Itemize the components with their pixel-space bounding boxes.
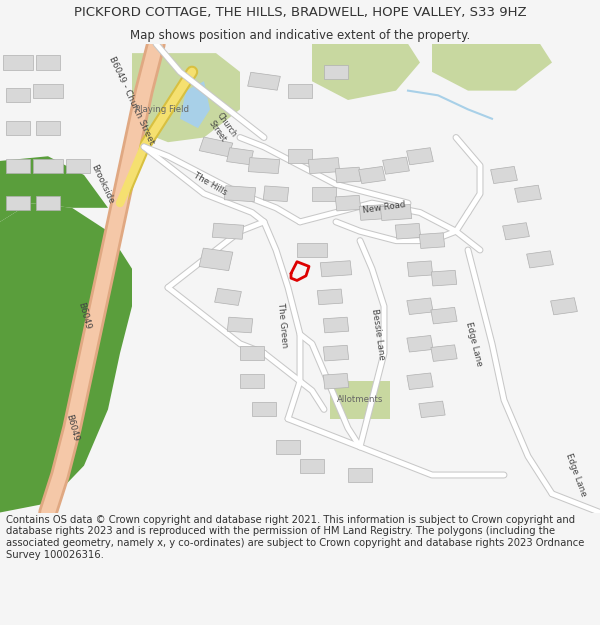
Polygon shape xyxy=(432,44,552,91)
Bar xyxy=(431,308,457,324)
Bar xyxy=(515,185,541,202)
Text: Allotments: Allotments xyxy=(337,396,383,404)
Bar xyxy=(431,270,457,286)
Text: Church
Street: Church Street xyxy=(206,111,238,145)
Bar xyxy=(407,336,433,352)
Bar xyxy=(36,121,60,135)
Bar xyxy=(407,298,433,314)
Bar xyxy=(407,148,433,165)
Text: Playing Field: Playing Field xyxy=(135,105,189,114)
Bar xyxy=(288,149,312,163)
Bar xyxy=(252,402,276,416)
Bar xyxy=(320,261,352,277)
Bar xyxy=(227,317,253,333)
Bar xyxy=(248,158,280,174)
Bar xyxy=(419,401,445,418)
Text: Edge Lane: Edge Lane xyxy=(464,321,484,367)
Text: Contains OS data © Crown copyright and database right 2021. This information is : Contains OS data © Crown copyright and d… xyxy=(6,515,584,559)
Bar xyxy=(288,84,312,98)
Bar xyxy=(324,65,348,79)
Bar xyxy=(297,243,327,257)
Bar xyxy=(527,251,553,268)
Bar xyxy=(308,158,340,174)
Polygon shape xyxy=(132,53,240,142)
Bar xyxy=(407,261,433,277)
Bar xyxy=(3,56,33,69)
Bar xyxy=(395,223,421,239)
Bar xyxy=(380,204,412,221)
Bar xyxy=(491,166,517,184)
Bar xyxy=(323,345,349,361)
Bar xyxy=(359,204,385,221)
Bar xyxy=(323,317,349,333)
Bar xyxy=(383,157,409,174)
Bar xyxy=(276,440,300,454)
Bar xyxy=(240,346,264,360)
Polygon shape xyxy=(180,81,210,128)
Bar xyxy=(348,468,372,482)
Bar xyxy=(419,232,445,249)
Text: Map shows position and indicative extent of the property.: Map shows position and indicative extent… xyxy=(130,29,470,42)
Text: B6049: B6049 xyxy=(64,414,80,442)
Bar xyxy=(227,148,253,165)
Bar xyxy=(199,137,233,157)
Bar xyxy=(36,196,60,210)
Bar xyxy=(300,459,324,472)
Bar xyxy=(66,159,90,172)
Text: New Road: New Road xyxy=(362,201,406,215)
Bar xyxy=(323,373,349,389)
Polygon shape xyxy=(0,203,132,512)
Bar xyxy=(551,298,577,315)
Bar xyxy=(36,56,60,69)
Bar xyxy=(335,167,361,183)
Bar xyxy=(335,195,361,211)
Bar xyxy=(407,373,433,389)
Bar xyxy=(215,288,241,306)
Text: The Green: The Green xyxy=(275,302,289,348)
Bar xyxy=(312,187,336,201)
Text: B6049 - Church Street: B6049 - Church Street xyxy=(107,54,157,146)
Bar xyxy=(431,345,457,361)
Bar xyxy=(317,289,343,305)
Bar xyxy=(6,196,30,210)
Text: Brookside: Brookside xyxy=(89,163,115,206)
Text: Edge Lane: Edge Lane xyxy=(564,452,588,498)
Bar xyxy=(212,223,244,239)
Bar xyxy=(359,166,385,184)
Text: PICKFORD COTTAGE, THE HILLS, BRADWELL, HOPE VALLEY, S33 9HZ: PICKFORD COTTAGE, THE HILLS, BRADWELL, H… xyxy=(74,6,526,19)
Bar xyxy=(248,72,280,90)
Polygon shape xyxy=(330,381,390,419)
Text: The Hills: The Hills xyxy=(192,171,228,198)
Text: Bessie Lane: Bessie Lane xyxy=(370,308,386,361)
Text: B6049: B6049 xyxy=(76,301,92,330)
Bar xyxy=(224,186,256,202)
Polygon shape xyxy=(312,44,420,100)
Bar xyxy=(240,374,264,388)
Bar xyxy=(199,248,233,271)
Polygon shape xyxy=(0,156,108,222)
Bar xyxy=(6,121,30,135)
Bar xyxy=(263,186,289,202)
Bar xyxy=(6,159,30,172)
Bar xyxy=(503,222,529,240)
Bar xyxy=(33,159,63,172)
Bar xyxy=(6,88,30,102)
Bar xyxy=(33,84,63,98)
